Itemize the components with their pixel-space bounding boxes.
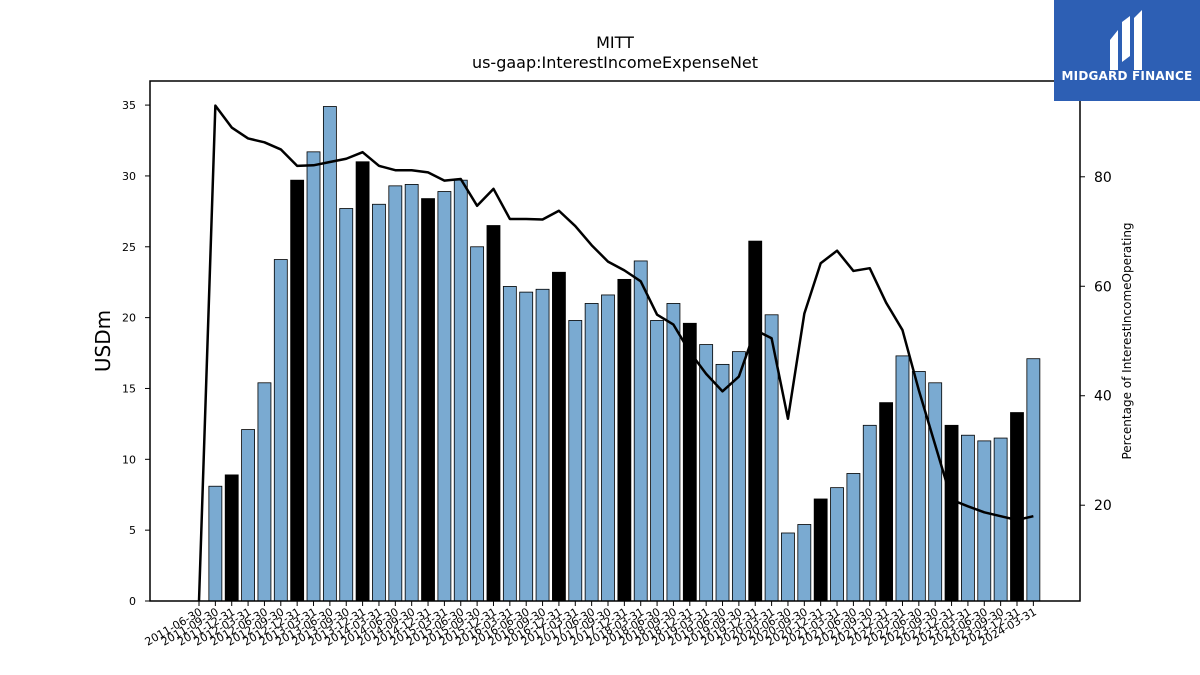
bar-2015-06-30: [453, 179, 468, 602]
bar-2022-12-31: [944, 424, 959, 602]
bar-2019-03-31: [699, 344, 714, 602]
bar-2018-09-30: [666, 303, 681, 602]
y-tick-label: 0: [129, 595, 136, 608]
y2-tick-label: 80: [1094, 170, 1112, 186]
bar-2020-12-31: [813, 498, 828, 602]
bar-2024-03-31: [1026, 358, 1041, 602]
bar-2018-03-31: [633, 260, 648, 602]
bar-2023-09-30: [993, 437, 1008, 602]
bar-2019-09-30: [731, 351, 746, 602]
bar-2022-03-31: [895, 355, 910, 602]
bar-2021-03-31: [830, 487, 844, 602]
ratio-line: [197, 104, 1034, 602]
bar-2013-06-30: [322, 106, 337, 602]
bar-2012-12-31: [290, 179, 305, 602]
line-series: [197, 104, 1034, 602]
bar-2017-09-30: [601, 294, 615, 602]
bar-2020-09-30: [797, 524, 812, 602]
bar-2016-03-31: [502, 286, 517, 602]
plot-area: [149, 80, 1081, 602]
bar-2015-03-31: [437, 191, 452, 602]
bar-2014-12-31: [421, 198, 435, 602]
bar-2023-06-30: [977, 440, 992, 602]
y2-axis: 20 40 60 80: [1080, 170, 1112, 514]
bar-2017-03-31: [568, 320, 583, 602]
bar-2013-12-31: [355, 161, 370, 602]
y-tick-label: 5: [129, 524, 136, 537]
bar-2022-09-30: [928, 382, 943, 602]
brand-logo: MIDGARD FINANCE: [1054, 0, 1200, 101]
chart-subtitle: us-gaap:InterestIncomeExpenseNet: [472, 53, 758, 72]
y-tick-label: 15: [122, 382, 136, 395]
bar-2012-06-30: [257, 382, 272, 602]
bar-2023-12-31: [1010, 412, 1024, 602]
bar-series: [208, 106, 1041, 602]
bar-2015-12-31: [486, 225, 501, 602]
bar-2018-06-30: [650, 320, 664, 602]
bar-2021-09-30: [862, 424, 877, 602]
brand-name: MIDGARD FINANCE: [1061, 69, 1193, 83]
bar-2019-12-31: [748, 240, 763, 602]
bar-2017-12-31: [617, 278, 632, 602]
bar-2012-09-30: [273, 259, 288, 602]
y-tick-label: 20: [122, 312, 136, 325]
y-axis: 0 5 10 15 20 25 30 35: [122, 99, 150, 608]
bar-2013-09-30: [339, 208, 354, 602]
bar-2011-09-30: [208, 485, 223, 602]
bar-2016-12-31: [552, 271, 566, 602]
bar-2021-06-30: [846, 473, 861, 602]
chart-title: MITT: [596, 33, 634, 52]
bar-2013-03-31: [306, 151, 321, 602]
y2-tick-label: 20: [1094, 498, 1112, 514]
y2-tick-label: 40: [1094, 389, 1112, 405]
y-tick-label: 35: [122, 99, 136, 112]
bar-2014-09-30: [404, 184, 419, 602]
bar-2019-06-30: [715, 363, 730, 602]
bar-2015-09-30: [470, 246, 485, 602]
x-axis: 2011-06-302011-09-302011-12-312012-03-31…: [143, 601, 1039, 649]
bar-2018-12-31: [682, 322, 697, 602]
y-tick-label: 10: [122, 453, 136, 466]
midgard-m-icon: [1110, 10, 1142, 70]
bar-2023-03-31: [961, 434, 975, 602]
bar-2016-09-30: [535, 288, 550, 602]
plot-frame: [149, 80, 1081, 602]
bar-2012-03-31: [241, 429, 255, 602]
y2-tick-label: 60: [1094, 279, 1112, 295]
bar-2017-06-30: [584, 303, 599, 602]
bar-2021-12-31: [879, 402, 894, 602]
bar-2020-06-30: [781, 532, 795, 602]
bar-2014-03-31: [372, 203, 386, 602]
bar-2011-12-31: [224, 474, 239, 602]
bar-2014-06-30: [388, 185, 403, 602]
y-axis-label: USDm: [91, 310, 115, 372]
y2-axis-label: Percentage of InterestIncomeOperating: [1120, 222, 1134, 459]
y-tick-label: 30: [122, 170, 136, 183]
y-tick-label: 25: [122, 241, 136, 254]
bar-2016-06-30: [519, 291, 534, 602]
